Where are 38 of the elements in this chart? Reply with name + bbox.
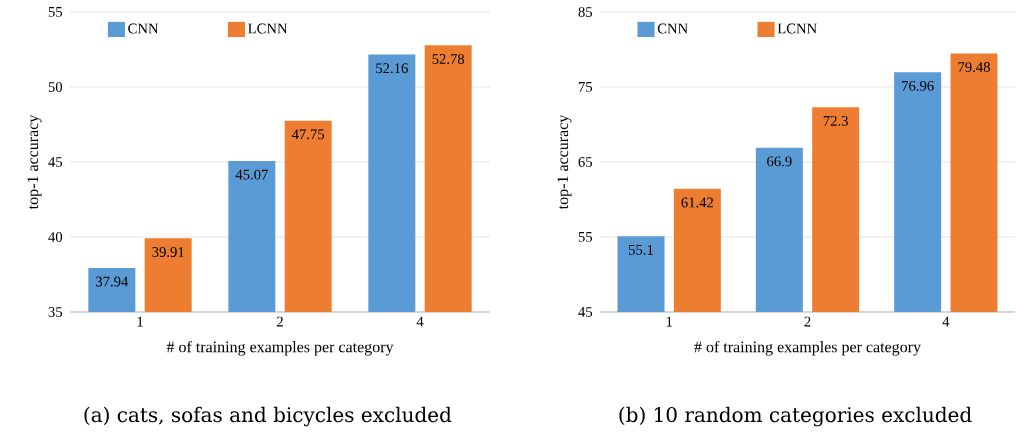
y-axis-title: top-1 accuracy [557, 114, 572, 210]
legend-label: LCNN [777, 23, 817, 34]
data-label: 61.42 [681, 197, 714, 208]
x-tick-label: 1 [666, 316, 672, 327]
data-label: 76.96 [902, 81, 934, 91]
y-tick-label: 75 [578, 82, 593, 92]
x-tick-label: 4 [942, 316, 950, 327]
data-label: 66.9 [767, 156, 792, 167]
y-tick-label: 50 [48, 82, 63, 92]
y-tick-label: 55 [48, 7, 63, 17]
legend-label: LCNN [248, 23, 288, 34]
y-tick-label: 40 [48, 232, 63, 242]
x-axis-title: # of training examples per category [694, 340, 921, 356]
y-tick-label: 65 [578, 157, 593, 167]
data-label: 79.48 [958, 62, 990, 73]
x-axis-title: # of training examples per category [166, 340, 394, 356]
data-label: 47.75 [291, 129, 325, 140]
y-tick-label: 55 [578, 232, 593, 242]
x-tick-label: 1 [137, 316, 143, 327]
data-label: 72.3 [823, 115, 848, 126]
x-tick-label: 2 [276, 316, 283, 327]
data-label: 37.94 [96, 276, 129, 287]
y-tick-label: 45 [578, 307, 593, 317]
y-tick-label: 85 [578, 7, 593, 17]
data-label: 52.78 [432, 54, 465, 64]
y-axis-title: top-1 accuracy [27, 114, 42, 210]
text: (b) 10 random categories excluded [619, 406, 972, 427]
data-label: 52.16 [376, 63, 408, 74]
data-label: 45.07 [235, 169, 268, 180]
data-label: 39.91 [152, 247, 184, 257]
x-tick-label: 2 [804, 316, 811, 327]
x-tick-label: 4 [416, 316, 424, 327]
y-tick-label: 35 [48, 307, 63, 317]
legend-label: CNN [128, 23, 159, 34]
text: (a) cats, sofas and bicycles excluded [84, 406, 452, 427]
y-tick-label: 45 [48, 157, 63, 167]
legend-label: CNN [657, 23, 688, 34]
data-label: 55.1 [629, 244, 653, 255]
